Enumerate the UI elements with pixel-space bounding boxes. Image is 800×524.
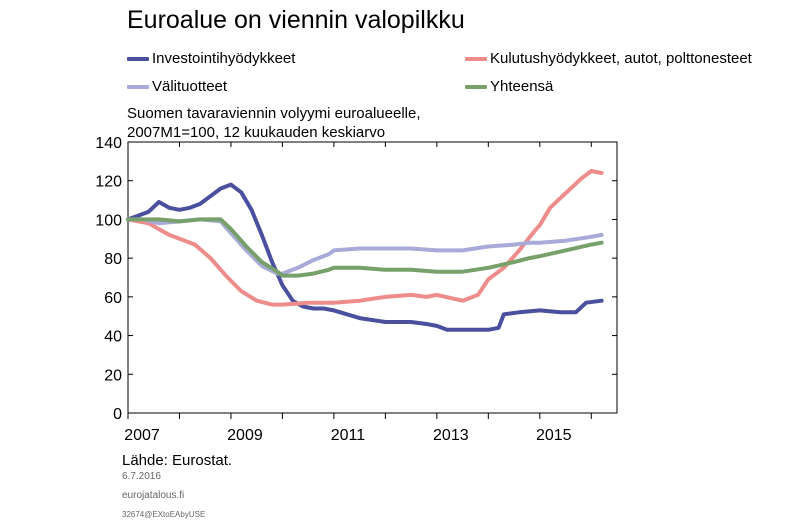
x-tick-label: 2007 (124, 427, 160, 444)
y-tick-label: 100 (95, 212, 122, 229)
legend-item-kulutushyodykkeet: Kulutushyödykkeet, autot, polttonesteet (465, 50, 752, 67)
subtitle-line-1: Suomen tavaraviennin volyymi euroalueell… (127, 105, 421, 122)
legend-label: Kulutushyödykkeet, autot, polttonesteet (490, 50, 752, 67)
chart-subtitle: Suomen tavaraviennin volyymi euroalueell… (127, 104, 421, 142)
legend-label: Yhteensä (490, 78, 554, 95)
legend-swatch (465, 56, 487, 61)
y-tick-label: 80 (104, 251, 122, 268)
y-tick-label: 0 (113, 406, 122, 423)
legend-item-yhteensa: Yhteensä (465, 78, 553, 95)
series-line-2 (126, 169, 604, 307)
x-tick-label: 2009 (227, 427, 263, 444)
y-tick-label: 120 (95, 174, 122, 191)
x-tick-label: 2013 (433, 427, 469, 444)
legend-item-investointihyodykkeet: Investointihyödykkeet (127, 50, 295, 67)
site-name: eurojatalous.fi (122, 490, 185, 501)
legend-swatch (127, 84, 149, 89)
series-line-1 (126, 182, 604, 332)
legend-label: Välituotteet (152, 78, 228, 95)
source-note: Lähde: Eurostat. (122, 452, 233, 469)
publication-date: 6.7.2016 (122, 471, 161, 482)
series-line-4 (126, 217, 604, 278)
x-tick-label: 2011 (331, 427, 366, 444)
x-tick-label: 2015 (536, 427, 572, 444)
plot-frame (127, 141, 618, 414)
y-tick-label: 40 (104, 329, 122, 346)
legend-swatch (127, 56, 149, 61)
legend-swatch (465, 84, 487, 89)
y-tick-label: 60 (104, 290, 122, 307)
chart-code: 32674@EXtoEAbyUSE (122, 510, 206, 519)
subtitle-line-2: 2007M1=100, 12 kuukauden keskiarvo (127, 124, 386, 141)
legend-item-valituotteet: Välituotteet (127, 78, 227, 95)
y-tick-label: 140 (95, 135, 122, 152)
y-tick-label: 20 (104, 367, 122, 384)
chart-title: Euroalue on viennin valopilkku (127, 6, 465, 34)
legend-label: Investointihyödykkeet (152, 50, 296, 67)
